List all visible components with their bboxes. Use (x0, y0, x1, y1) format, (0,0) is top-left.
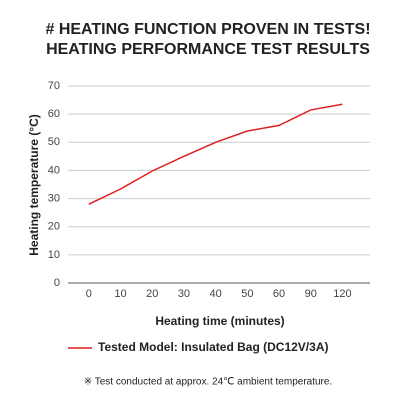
y-tick-label: 0 (54, 277, 60, 289)
x-tick-label: 40 (210, 288, 222, 300)
footnote: ※ Test conducted at approx. 24℃ ambient … (84, 377, 332, 388)
x-tick-label: 20 (146, 288, 158, 300)
x-tick-label: 0 (86, 288, 92, 300)
y-tick-label: 70 (48, 80, 60, 92)
y-tick-label: 30 (48, 192, 60, 204)
chart-subtitle: HEATING PERFORMANCE TEST RESULTS (46, 41, 370, 58)
y-tick-label: 50 (48, 136, 60, 148)
legend-label: Tested Model: Insulated Bag (DC12V/3A) (98, 340, 328, 354)
x-axis-label: Heating time (minutes) (155, 314, 284, 328)
y-tick-label: 10 (48, 249, 60, 261)
x-tick-label: 120 (333, 288, 351, 300)
y-tick-label: 20 (48, 221, 60, 233)
y-tick-label: 40 (48, 164, 60, 176)
chart-title: # HEATING FUNCTION PROVEN IN TESTS! (45, 21, 370, 38)
x-tick-label: 90 (305, 288, 317, 300)
x-tick-label: 60 (273, 288, 285, 300)
y-tick-label: 60 (48, 108, 60, 120)
x-tick-label: 10 (114, 288, 126, 300)
data-line (88, 103, 343, 205)
x-tick-label: 50 (241, 288, 253, 300)
x-tick-label: 30 (178, 288, 190, 300)
y-axis-label: Heating temperature (°C) (27, 114, 41, 256)
